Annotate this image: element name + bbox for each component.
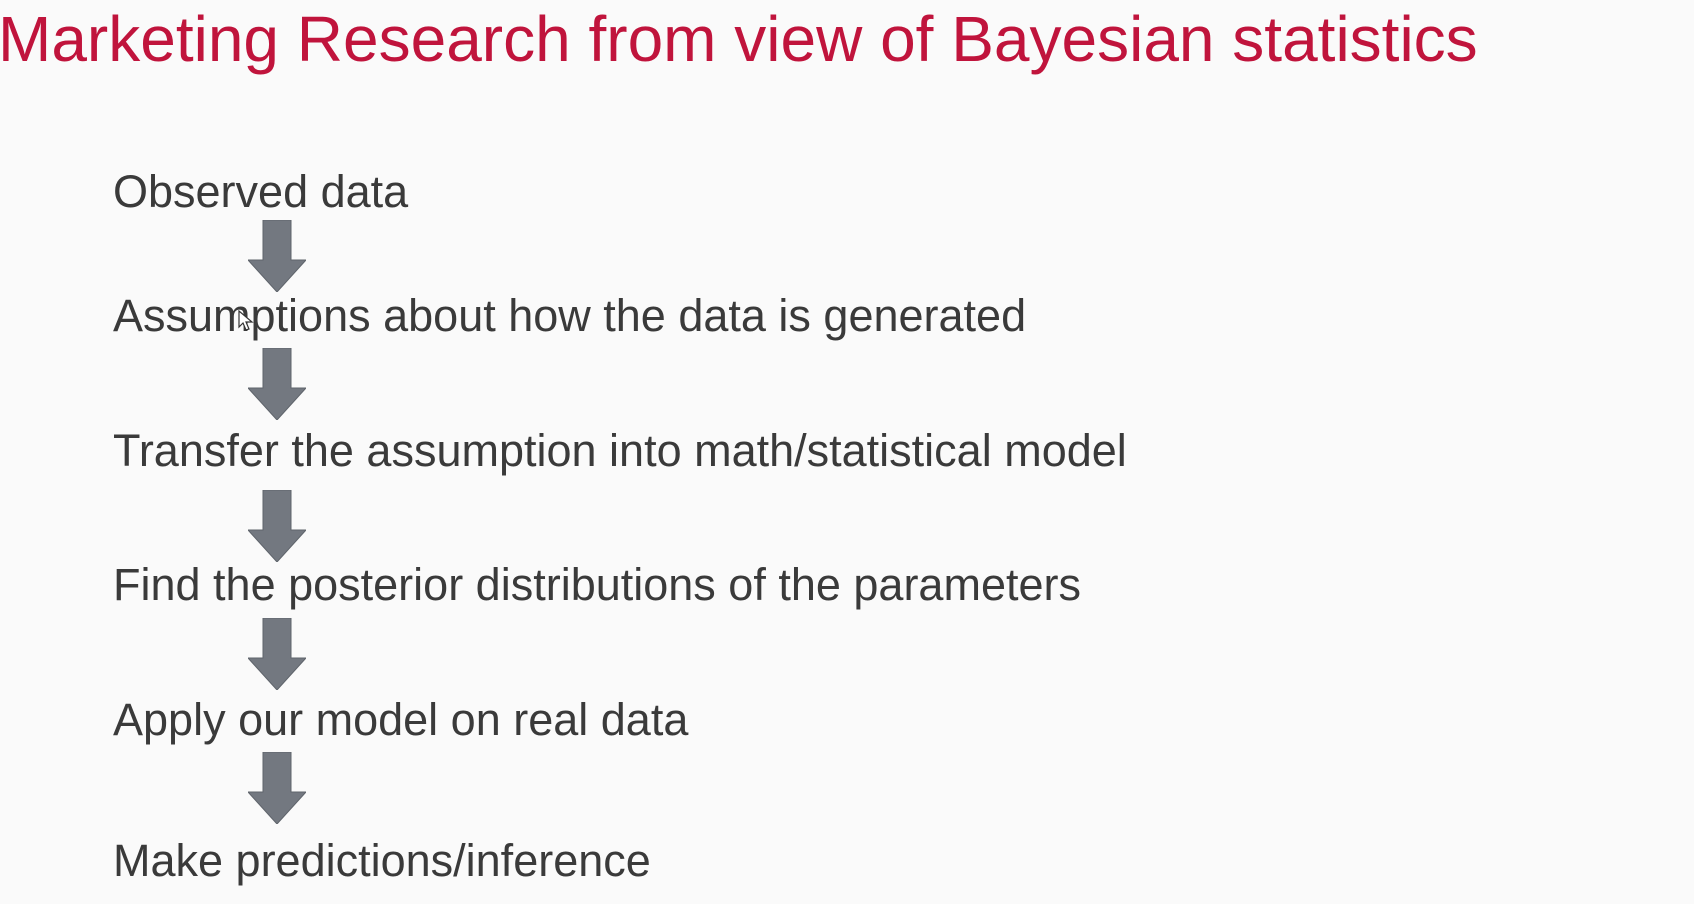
down-arrow-icon <box>248 348 306 420</box>
step-find-posterior: Find the posterior distributions of the … <box>113 559 1081 610</box>
down-arrow-icon <box>248 220 306 292</box>
step-observed-data: Observed data <box>113 166 409 217</box>
mouse-pointer-icon <box>238 309 254 332</box>
slide-title: Marketing Research from view of Bayesian… <box>0 3 1478 75</box>
step-apply-model: Apply our model on real data <box>113 694 689 745</box>
step-assumptions: Assumptions about how the data is genera… <box>113 290 1027 341</box>
step-make-predictions: Make predictions/inference <box>113 835 651 886</box>
down-arrow-icon <box>248 618 306 690</box>
step-transfer-model: Transfer the assumption into math/statis… <box>113 425 1127 476</box>
down-arrow-icon <box>248 490 306 562</box>
down-arrow-icon <box>248 752 306 824</box>
